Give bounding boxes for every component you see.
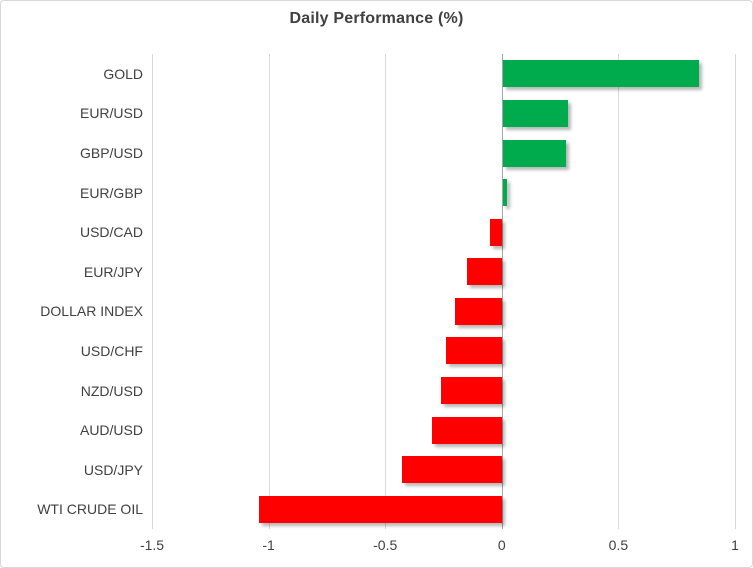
bar-gbp-usd	[502, 139, 566, 167]
category-label: AUD/USD	[79, 422, 143, 438]
bar-eur-usd	[502, 99, 569, 127]
bar-usd-chf	[445, 337, 502, 365]
x-tick-label: -1	[262, 537, 275, 553]
x-tick-label: -0.5	[373, 537, 398, 553]
category-label: DOLLAR INDEX	[40, 303, 143, 320]
category-label: GBP/USD	[79, 145, 143, 161]
x-tick-label: 1	[731, 537, 739, 553]
bar-wti-crude-oil	[259, 495, 502, 523]
bar-nzd-usd	[441, 377, 502, 404]
bar-dollar-index	[455, 297, 502, 325]
bar-gold	[502, 60, 699, 88]
category-label: EUR/JPY	[83, 263, 143, 280]
x-tick-label: -1.5	[139, 537, 165, 553]
category-label: NZD/USD	[80, 382, 143, 399]
bar-eur-gbp	[502, 179, 508, 206]
category-label: GOLD	[103, 65, 143, 82]
gridline	[735, 54, 736, 529]
zero-gridline	[501, 54, 503, 529]
category-label: EUR/GBP	[79, 184, 143, 201]
plot-area	[152, 54, 736, 529]
chart-title: Daily Performance (%)	[289, 10, 464, 27]
x-tick-label: 0.5	[608, 537, 629, 553]
x-tick-label: 0	[497, 537, 506, 553]
gridline	[152, 54, 153, 529]
gridline	[618, 54, 620, 529]
bar-eur-jpy	[466, 258, 502, 286]
gridline	[385, 54, 387, 529]
bar-usd-jpy	[401, 456, 502, 484]
bar-usd-cad	[490, 218, 502, 246]
category-label: WTI CRUDE OIL	[37, 501, 143, 518]
bar-aud-usd	[431, 416, 502, 444]
category-label: USD/CAD	[79, 224, 143, 241]
category-label: USD/CHF	[80, 342, 143, 359]
gridline	[268, 54, 270, 529]
category-label: EUR/USD	[79, 105, 143, 122]
category-label: USD/JPY	[83, 461, 143, 478]
